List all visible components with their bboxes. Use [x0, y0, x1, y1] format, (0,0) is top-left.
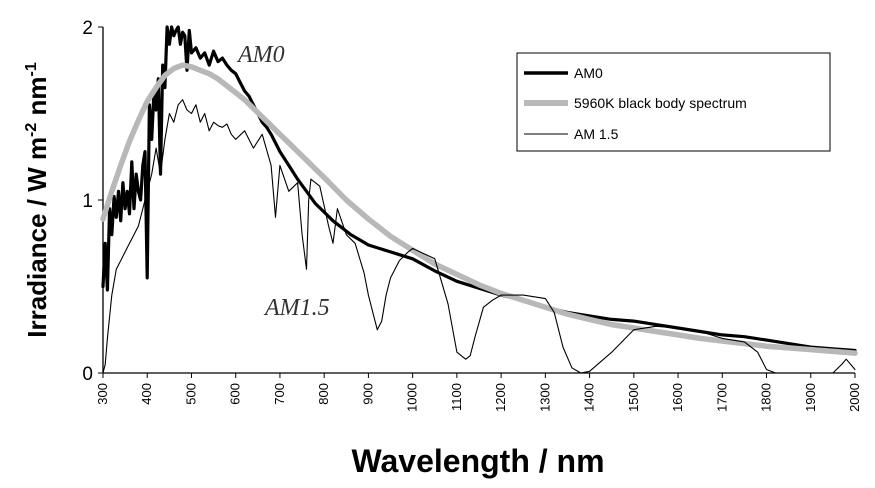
legend: AM0 5960K black body spectrum AM 1.5 — [516, 52, 831, 152]
series-group — [100, 25, 858, 374]
x-tick-label: 1900 — [803, 383, 818, 412]
x-tick-label: 1200 — [493, 383, 508, 412]
series-blackbody-line — [100, 62, 858, 356]
x-tick-label: 1600 — [670, 383, 685, 412]
x-tick-label: 1100 — [449, 383, 464, 411]
x-tick-label: 1400 — [582, 383, 597, 412]
x-tick-label: 2000 — [847, 383, 862, 412]
series-am15-line — [102, 99, 856, 374]
legend-box — [516, 52, 831, 152]
x-tick-label: 1300 — [537, 383, 552, 412]
x-tick-label: 1700 — [714, 383, 729, 412]
y-tick-label: 2 — [82, 18, 93, 39]
y-tick-label: 0 — [82, 364, 93, 385]
legend-label-blackbody: 5960K black body spectrum — [574, 95, 747, 111]
x-ticks: 300 400 500 600 700 800 900 1000 1100 1200 1300 140… — [95, 373, 862, 412]
annotation-am0: AM0 — [236, 42, 285, 68]
x-tick-label: 300 — [95, 383, 110, 405]
x-tick-label: 600 — [228, 383, 243, 405]
x-tick-label: 1000 — [405, 383, 420, 412]
y-axis-title: Irradiance / W m-2 nm-1 — [22, 62, 52, 338]
x-axis-title: Wavelength / nm — [351, 443, 604, 479]
y-axis-title-mid: nm — [22, 76, 52, 122]
x-tick-label: 800 — [316, 383, 331, 405]
legend-label-am0: AM0 — [574, 65, 603, 81]
x-tick-label: 500 — [183, 383, 198, 405]
annotation-am15: AM1.5 — [263, 295, 330, 321]
y-ticks: 0 1 2 — [82, 18, 103, 385]
x-tick-label: 900 — [360, 383, 375, 405]
x-tick-label: 400 — [139, 383, 154, 405]
y-axis-title-exp1: -2 — [23, 123, 40, 137]
x-tick-label: 700 — [272, 383, 287, 405]
y-axis-title-exp2: -1 — [23, 62, 40, 76]
x-tick-label: 1500 — [626, 383, 641, 412]
legend-label-am15: AM 1.5 — [574, 126, 619, 142]
x-tick-label: 1800 — [759, 383, 774, 412]
y-tick-label: 1 — [82, 191, 93, 212]
y-axis-title-prefix: Irradiance / W m — [22, 137, 52, 338]
